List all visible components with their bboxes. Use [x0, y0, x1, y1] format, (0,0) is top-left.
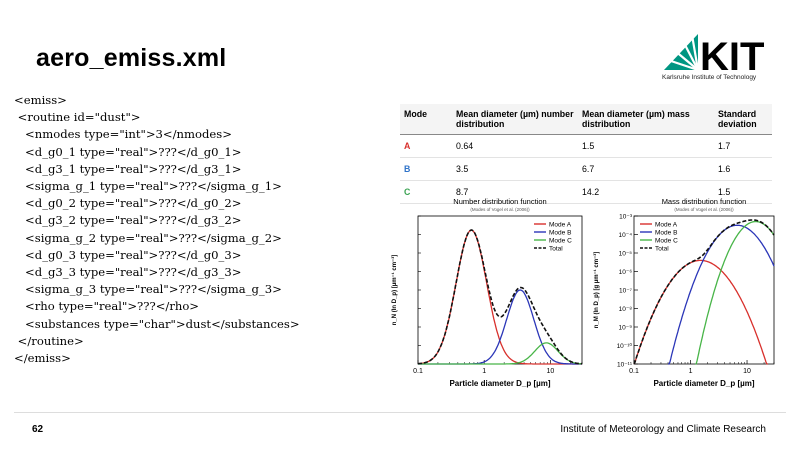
table-cell: 6.7: [578, 157, 714, 181]
kit-logo-text: KIT: [700, 35, 764, 79]
code-line: <d_g3_2 type="real">???</d_g3_2>: [14, 213, 242, 228]
y-tick-label: 10⁻¹¹: [617, 362, 633, 369]
code-line: <d_g3_1 type="real">???</d_g3_1>: [14, 161, 242, 176]
series-line-total: [633, 219, 775, 365]
chart-title: Number distribution function: [453, 197, 546, 206]
code-line: <d_g0_1 type="real">???</d_g0_1>: [14, 144, 242, 159]
legend-entry: Mode B: [655, 230, 677, 237]
y-tick-label: 10⁻¹⁰: [617, 342, 633, 350]
table-cell: 14.2: [578, 180, 714, 204]
legend-entry: Mode A: [549, 222, 572, 229]
table-header-row: Mode Mean diameter (µm) number distribut…: [400, 104, 772, 135]
y-axis-label: n_N (ln D_p) [µm⁻¹ cm⁻³]: [391, 255, 398, 325]
table-header-cell: Standard deviation: [714, 104, 772, 135]
table-cell: 0.64: [452, 134, 578, 158]
legend-entry: Mode C: [549, 238, 572, 245]
code-line: </routine>: [14, 333, 84, 348]
slide-title: aero_emiss.xml: [36, 44, 227, 72]
legend-entry: Total: [549, 246, 563, 253]
code-line: <sigma_g_1 type="real">???</sigma_g_1>: [14, 179, 282, 194]
table-cell-mode: B: [400, 157, 452, 181]
series-line-mode-c: [418, 342, 583, 365]
x-tick-label: 0.1: [413, 368, 423, 375]
table-row: A 0.64 1.5 1.7: [400, 134, 772, 158]
table-header-cell: Mean diameter (µm) number distribution: [452, 104, 578, 135]
code-line: <substances type="char">dust</substances…: [14, 316, 300, 331]
chart-subtitle: (Modes of Vogel et al. (2006)): [674, 207, 734, 212]
number-distribution-chart: Number distribution function(Modes of Vo…: [391, 197, 583, 388]
y-tick-label: 10⁻⁹: [619, 325, 633, 332]
legend-entry: Mode A: [655, 222, 678, 229]
y-tick-label: 10⁻⁷: [619, 288, 633, 295]
table-cell: 1.7: [714, 134, 772, 158]
table-row: B 3.5 6.7 1.6: [400, 157, 772, 181]
kit-logo: KIT: [664, 34, 764, 79]
code-line: <emiss>: [14, 93, 67, 107]
code-line: <nmodes type="int">3</nmodes>: [14, 127, 232, 142]
code-line: <d_g0_3 type="real">???</d_g0_3>: [14, 247, 242, 262]
x-axis-label: Particle diameter D_p [µm]: [449, 379, 550, 388]
x-tick-label: 1: [689, 368, 693, 375]
y-tick-label: 10⁻⁴: [619, 232, 633, 239]
series-line-total: [417, 229, 583, 365]
table-cell: 8.7: [452, 180, 578, 204]
code-line: </emiss>: [14, 351, 71, 366]
kit-logo-subtitle: Karlsruhe Institute of Technology: [662, 74, 757, 81]
mode-table: Mode Mean diameter (µm) number distribut…: [400, 104, 772, 204]
mass-distribution-chart: Mass distribution function(Modes of Voge…: [593, 197, 775, 388]
xml-code-block: <emiss> <routine id="dust"> <nmodes type…: [14, 92, 300, 367]
x-tick-label: 1: [482, 368, 486, 375]
code-line: <routine id="dust">: [14, 110, 141, 125]
table-cell: 1.5: [578, 134, 714, 158]
chart-title: Mass distribution function: [662, 197, 747, 206]
legend-entry: Mode C: [655, 238, 678, 245]
table-header-cell: Mean diameter (µm) mass distribution: [578, 104, 714, 135]
table-row: C 8.7 14.2 1.5: [400, 180, 772, 204]
table-cell: 1.5: [714, 180, 772, 204]
x-tick-label: 10: [547, 368, 555, 375]
code-line: <d_g0_2 type="real">???</d_g0_2>: [14, 196, 242, 211]
institute-name: Institute of Meteorology and Climate Res…: [560, 424, 766, 435]
page-number: 62: [32, 424, 44, 435]
legend-entry: Total: [655, 246, 669, 253]
table-header-cell: Mode: [400, 104, 452, 135]
x-axis-label: Particle diameter D_p [µm]: [653, 379, 754, 388]
footer-divider: [14, 412, 786, 413]
code-line: <rho type="real">???</rho>: [14, 299, 200, 314]
table-cell-mode: C: [400, 180, 452, 204]
chart-subtitle: (Modes of Vogel et al. (2006)): [470, 207, 530, 212]
table-cell-mode: A: [400, 134, 452, 158]
y-tick-label: 10⁻³: [619, 214, 633, 221]
y-tick-label: 10⁻⁸: [619, 306, 633, 313]
y-axis-label: n_M (ln D_p) [g µm⁻¹ cm⁻³]: [593, 252, 600, 328]
table-cell: 3.5: [452, 157, 578, 181]
legend-entry: Mode B: [549, 230, 571, 237]
code-line: <sigma_g_3 type="real">???</sigma_g_3>: [14, 282, 282, 297]
y-tick-label: 10⁻⁶: [619, 269, 633, 276]
table-cell: 1.6: [714, 157, 772, 181]
code-line: <sigma_g_2 type="real">???</sigma_g_2>: [14, 230, 282, 245]
code-line: <d_g3_3 type="real">???</d_g3_3>: [14, 265, 242, 280]
x-tick-label: 10: [743, 368, 751, 375]
x-tick-label: 0.1: [629, 368, 639, 375]
series-line-mode-b: [668, 224, 775, 365]
series-line-mode-b: [418, 289, 582, 365]
y-tick-label: 10⁻⁵: [619, 251, 633, 258]
